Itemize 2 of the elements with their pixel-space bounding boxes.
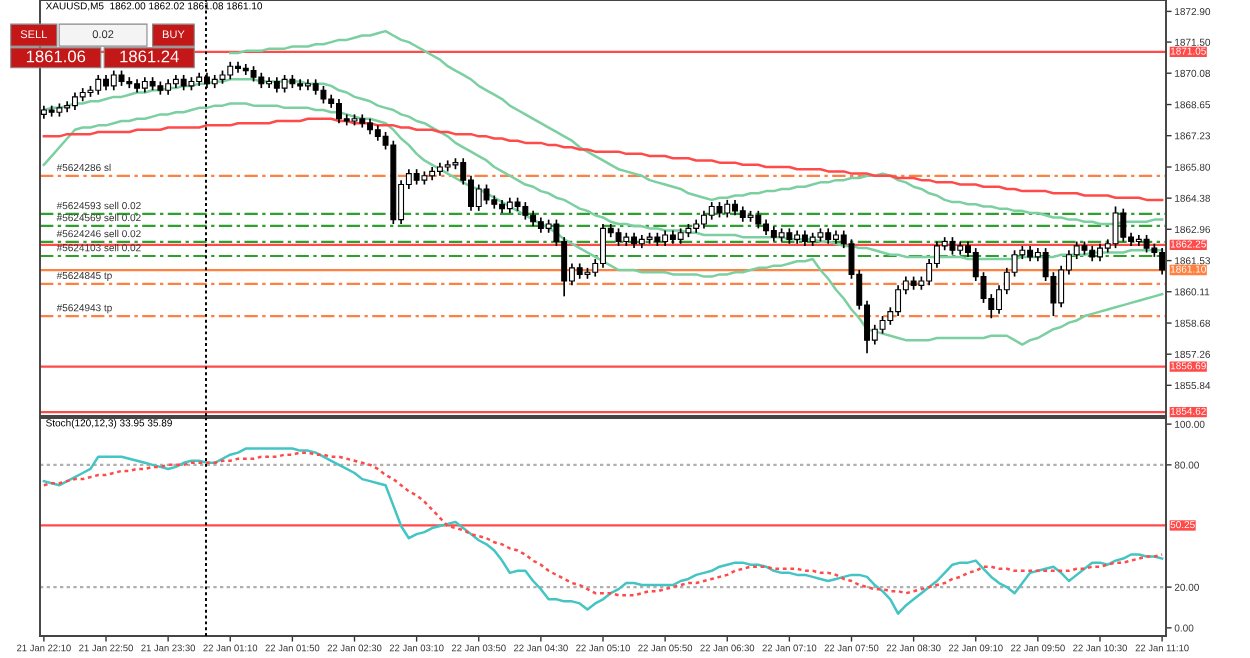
annotation: 1861.24 [120, 50, 179, 63]
annotation: 1861.06 [26, 50, 86, 63]
